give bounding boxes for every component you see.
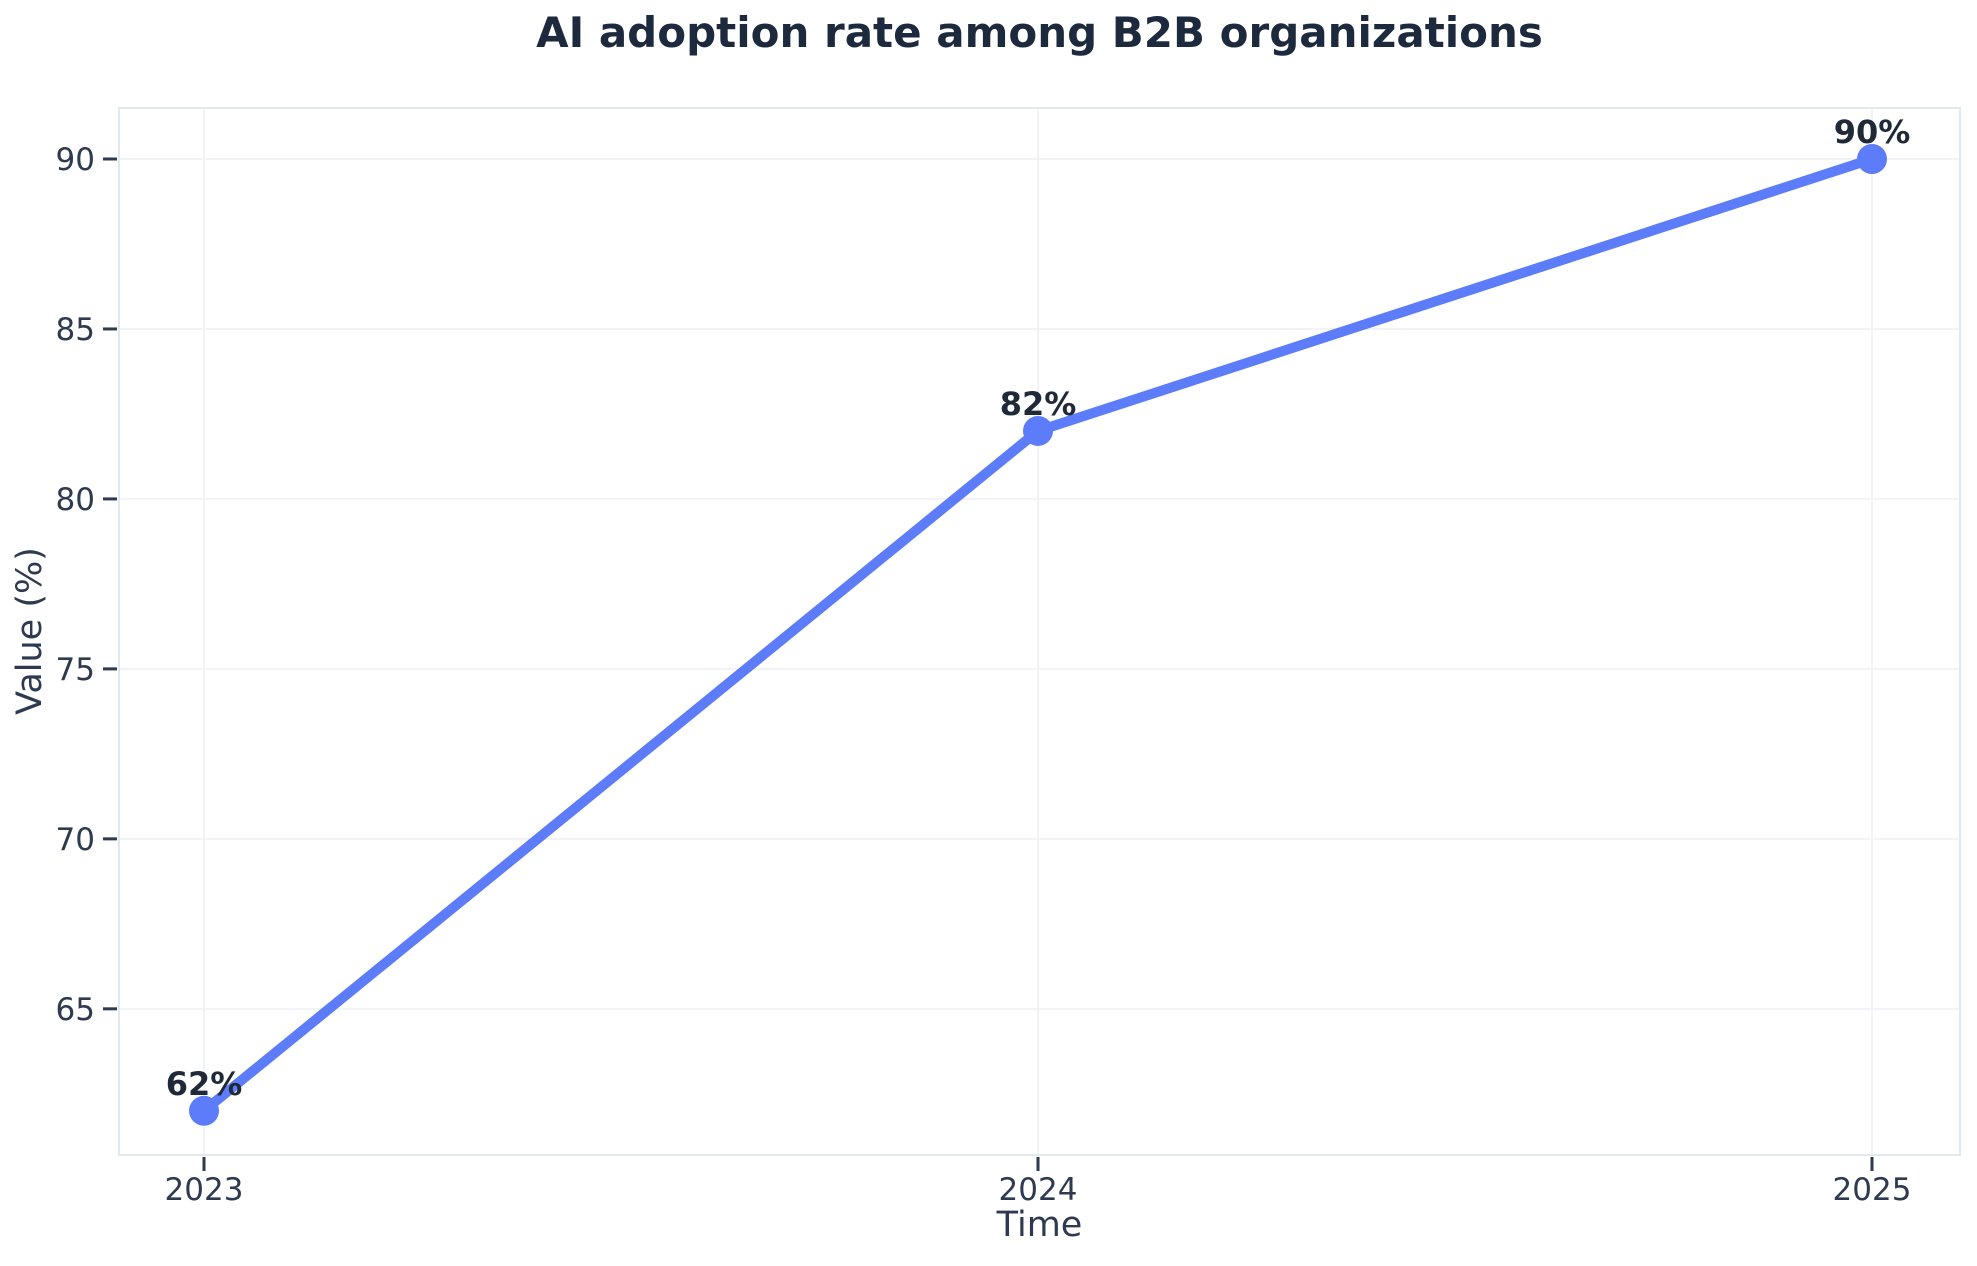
y-tick-label: 75	[56, 652, 95, 688]
x-tick-label: 2024	[999, 1172, 1078, 1208]
x-tick-label: 2023	[165, 1172, 244, 1208]
y-tick-label: 70	[56, 822, 95, 858]
y-tick-label: 65	[56, 992, 95, 1028]
data-point-label: 82%	[1000, 385, 1077, 423]
y-tick-label: 80	[56, 482, 95, 518]
y-axis-title: Value (%)	[10, 547, 50, 715]
data-point-label: 62%	[166, 1065, 243, 1103]
y-tick-label: 90	[56, 142, 95, 178]
data-point-marker	[189, 1095, 219, 1126]
chart-title: AI adoption rate among B2B organizations	[536, 8, 1543, 57]
data-point-marker	[1023, 415, 1053, 446]
y-tick-label: 85	[56, 312, 95, 348]
data-point-marker	[1857, 143, 1887, 174]
plot-border	[118, 107, 1961, 1156]
x-axis-title: Time	[996, 1205, 1083, 1245]
data-point-label: 90%	[1834, 113, 1911, 151]
x-tick-label: 2025	[1833, 1172, 1912, 1208]
